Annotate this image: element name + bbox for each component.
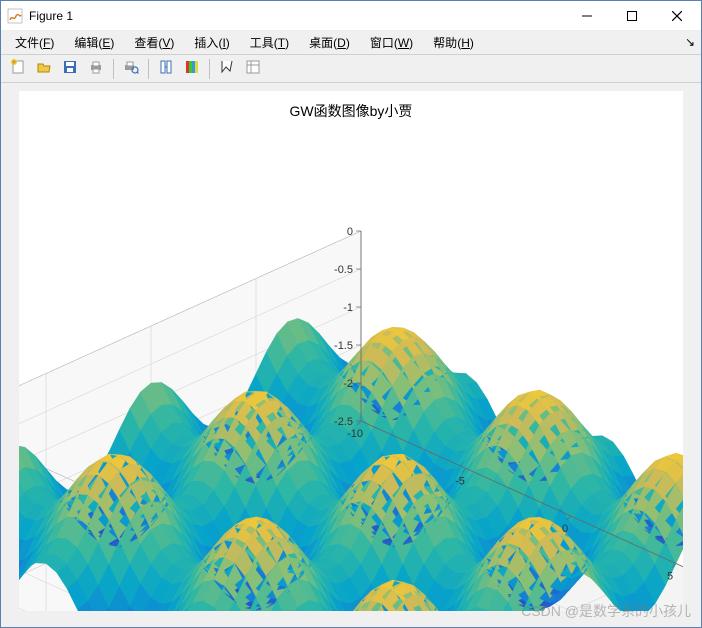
menu-accelerator: E [102,36,110,50]
menu-label: 编辑 [74,36,98,50]
menu-label: 窗口 [370,36,394,50]
toolbar-separator [113,59,114,79]
menu-bar: 文件(F)编辑(E)查看(V)插入(I)工具(T)桌面(D)窗口(W)帮助(H)… [1,31,701,55]
menu-label: 文件 [15,36,39,50]
svg-text:-2: -2 [343,378,353,390]
new-figure-button[interactable] [6,58,30,80]
surface-plot[interactable]: -2.5-2-1.5-1-0.50-10-50510-10-50510 [19,91,683,611]
menu-d[interactable]: 桌面(D) [299,31,360,54]
colorbar-icon [184,59,200,78]
app-icon [7,8,23,24]
toolbar-separator [148,59,149,79]
menu-t[interactable]: 工具(T) [240,31,299,54]
print-icon [88,59,104,78]
property-editor-button[interactable] [241,58,265,80]
menu-v[interactable]: 查看(V) [124,31,184,54]
save-button[interactable] [58,58,82,80]
menu-label: 帮助 [433,36,457,50]
link-button[interactable] [154,58,178,80]
svg-text:0: 0 [562,523,568,535]
menu-accelerator: V [162,36,170,50]
menu-accelerator: T [278,36,285,50]
edit-plot-icon [219,59,235,78]
figure-area: GW函数图像by小贾 -2.5-2-1.5-1-0.50-10-50510-10… [1,83,701,627]
toolbar [1,55,701,83]
new-figure-icon [10,59,26,78]
menu-accelerator: I [222,36,225,50]
open-button[interactable] [32,58,56,80]
menu-label: 查看 [134,36,158,50]
print-button[interactable] [84,58,108,80]
menu-accelerator: H [461,36,470,50]
menu-w[interactable]: 窗口(W) [360,31,423,54]
svg-text:0: 0 [347,226,353,238]
axes-panel: GW函数图像by小贾 -2.5-2-1.5-1-0.50-10-50510-10… [19,91,683,611]
save-icon [62,59,78,78]
svg-text:-1.5: -1.5 [334,340,353,352]
svg-text:-1: -1 [343,302,353,314]
menu-label: 工具 [250,36,274,50]
colorbar-button[interactable] [180,58,204,80]
minimize-button[interactable] [564,1,609,30]
link-icon [158,59,174,78]
menu-label: 桌面 [309,36,333,50]
dock-arrow-icon[interactable]: ↘ [685,35,695,49]
svg-text:-5: -5 [455,476,465,488]
print-preview-icon [123,59,139,78]
svg-text:-2.5: -2.5 [334,416,353,428]
menu-f[interactable]: 文件(F) [5,31,64,54]
svg-text:-0.5: -0.5 [334,264,353,276]
toolbar-separator [209,59,210,79]
menu-i[interactable]: 插入(I) [184,31,239,54]
open-icon [36,59,52,78]
menu-e[interactable]: 编辑(E) [64,31,124,54]
print-preview-button[interactable] [119,58,143,80]
menu-label: 插入 [194,36,218,50]
edit-plot-button[interactable] [215,58,239,80]
svg-text:-10: -10 [347,428,363,440]
close-button[interactable] [654,1,699,30]
property-editor-icon [245,59,261,78]
menu-accelerator: D [337,36,346,50]
maximize-button[interactable] [609,1,654,30]
menu-accelerator: F [43,36,50,50]
menu-accelerator: W [398,36,409,50]
window-controls [564,1,699,30]
svg-text:5: 5 [667,571,673,583]
window-title: Figure 1 [29,9,73,23]
title-bar: Figure 1 [1,1,701,31]
menu-h[interactable]: 帮助(H) [423,31,484,54]
